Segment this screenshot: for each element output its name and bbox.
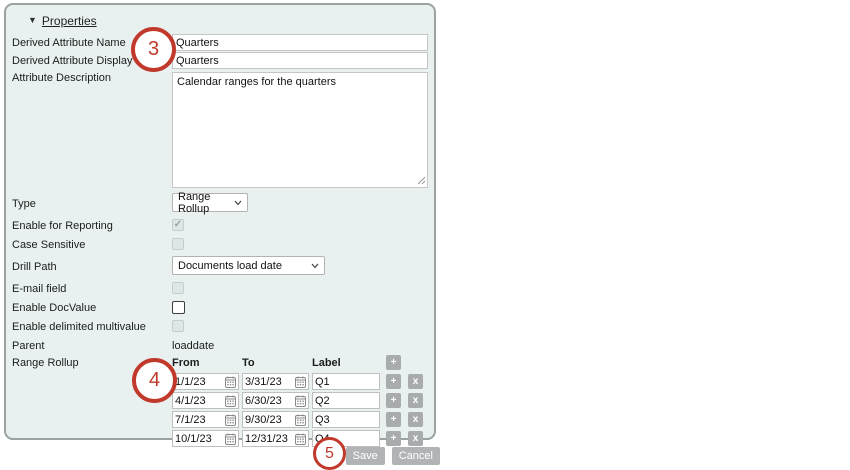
field-row-derived-attribute-display-name: Derived Attribute Display Name <box>12 52 428 69</box>
add-row-button[interactable]: + <box>386 431 401 446</box>
calendar-icon[interactable] <box>225 376 236 388</box>
calendar-icon[interactable] <box>225 414 236 426</box>
parent-value: loaddate <box>172 340 215 352</box>
field-row-enable-for-reporting: Enable for Reporting ✓ <box>12 216 428 234</box>
to-date-field[interactable] <box>242 373 309 390</box>
range-rollup-row: + x <box>172 392 428 409</box>
field-row-range-rollup: Range Rollup From To Label + <box>12 355 428 449</box>
calendar-icon[interactable] <box>295 395 306 407</box>
range-rollup-row: + x <box>172 373 428 390</box>
case-sensitive-label: Case Sensitive <box>12 238 86 251</box>
attribute-description-textarea[interactable]: Calendar ranges for the quarters <box>172 72 428 188</box>
delete-row-button[interactable]: x <box>408 412 423 427</box>
label-field[interactable] <box>312 392 380 409</box>
enable-delimited-multivalue-checkbox <box>172 320 184 332</box>
add-row-button[interactable]: + <box>386 374 401 389</box>
chevron-down-icon <box>311 263 319 268</box>
column-header-from: From <box>172 356 200 369</box>
to-date-field[interactable] <box>242 411 309 428</box>
from-date-field[interactable] <box>172 392 239 409</box>
annotation-circle-4: 4 <box>132 358 177 403</box>
to-date-input[interactable] <box>243 393 308 408</box>
email-field-checkbox <box>172 282 184 294</box>
enable-docvalue-label: Enable DocValue <box>12 301 97 314</box>
to-date-field[interactable] <box>242 392 309 409</box>
label-input[interactable] <box>313 412 379 427</box>
annotation-circle-5: 5 <box>313 437 346 470</box>
label-input[interactable] <box>313 374 379 389</box>
field-row-drill-path: Drill Path Documents load date <box>12 254 428 278</box>
column-header-label: Label <box>312 356 341 369</box>
from-date-input[interactable] <box>173 412 238 427</box>
derived-attribute-display-name-input[interactable] <box>172 52 428 69</box>
collapse-triangle-icon: ▼ <box>28 15 37 25</box>
range-rollup-row: + x <box>172 411 428 428</box>
enable-for-reporting-label: Enable for Reporting <box>12 219 113 232</box>
derived-attribute-name-label: Derived Attribute Name <box>12 37 126 49</box>
delete-row-button[interactable]: x <box>408 393 423 408</box>
field-row-attribute-description: Attribute Description Calendar ranges fo… <box>12 70 428 188</box>
email-field-label: E-mail field <box>12 282 67 295</box>
derived-attribute-name-input[interactable] <box>172 34 428 51</box>
type-select[interactable]: Range Rollup <box>172 190 248 215</box>
calendar-icon[interactable] <box>295 433 306 445</box>
label-input[interactable] <box>313 393 379 408</box>
from-date-input[interactable] <box>173 431 238 446</box>
derived-attribute-display-name-label: Derived Attribute Display Name <box>12 55 165 67</box>
range-rollup-label: Range Rollup <box>12 357 79 369</box>
calendar-icon[interactable] <box>295 414 306 426</box>
type-label: Type <box>12 197 36 210</box>
attribute-description-label: Attribute Description <box>12 72 112 84</box>
parent-label: Parent <box>12 339 45 352</box>
from-date-field[interactable] <box>172 411 239 428</box>
from-date-input[interactable] <box>173 393 238 408</box>
to-date-input[interactable] <box>243 431 308 446</box>
range-rollup-table: From To Label + + x <box>172 355 428 449</box>
add-row-button[interactable]: + <box>386 412 401 427</box>
enable-docvalue-checkbox[interactable] <box>172 300 185 314</box>
add-row-button[interactable]: + <box>386 393 401 408</box>
field-row-enable-delimited-multivalue: Enable delimited multivalue <box>12 317 428 335</box>
properties-panel: ▼ Properties Derived Attribute Name Deri… <box>4 3 436 447</box>
calendar-icon[interactable] <box>295 376 306 388</box>
form-actions: Save Cancel <box>4 447 440 465</box>
label-field[interactable] <box>312 411 380 428</box>
column-header-to: To <box>242 356 255 369</box>
from-date-field[interactable] <box>172 430 239 447</box>
to-date-input[interactable] <box>243 412 308 427</box>
drill-path-select[interactable]: Documents load date <box>172 256 325 275</box>
to-date-input[interactable] <box>243 374 308 389</box>
properties-section-title: Properties <box>41 13 97 28</box>
from-date-field[interactable] <box>172 373 239 390</box>
annotation-circle-3: 3 <box>131 27 176 72</box>
to-date-field[interactable] <box>242 430 309 447</box>
delete-row-button[interactable]: x <box>408 374 423 389</box>
type-select-value: Range Rollup <box>178 190 211 215</box>
enable-delimited-multivalue-label: Enable delimited multivalue <box>12 320 146 333</box>
cancel-button[interactable]: Cancel <box>391 447 440 465</box>
calendar-icon[interactable] <box>225 395 236 407</box>
drill-path-label: Drill Path <box>12 260 57 273</box>
field-row-type: Type Range Rollup <box>12 191 428 215</box>
field-row-case-sensitive: Case Sensitive <box>12 235 428 253</box>
chevron-down-icon <box>234 200 242 205</box>
field-row-email-field: E-mail field <box>12 279 428 297</box>
properties-section-header[interactable]: ▼ Properties <box>28 13 428 28</box>
label-field[interactable] <box>312 373 380 390</box>
case-sensitive-checkbox <box>172 238 184 250</box>
field-row-enable-docvalue: Enable DocValue <box>12 298 428 316</box>
range-rollup-row: + x <box>172 430 428 447</box>
checkmark-icon: ✓ <box>173 219 183 230</box>
range-rollup-header: From To Label + <box>172 355 428 370</box>
add-row-button[interactable]: + <box>386 355 401 370</box>
delete-row-button[interactable]: x <box>408 431 423 446</box>
field-row-derived-attribute-name: Derived Attribute Name <box>12 34 428 51</box>
drill-path-select-value: Documents load date <box>178 259 282 272</box>
save-button[interactable]: Save <box>345 447 385 465</box>
enable-for-reporting-checkbox: ✓ <box>172 219 184 231</box>
calendar-icon[interactable] <box>225 433 236 445</box>
field-row-parent: Parent loaddate <box>12 336 428 354</box>
from-date-input[interactable] <box>173 374 238 389</box>
